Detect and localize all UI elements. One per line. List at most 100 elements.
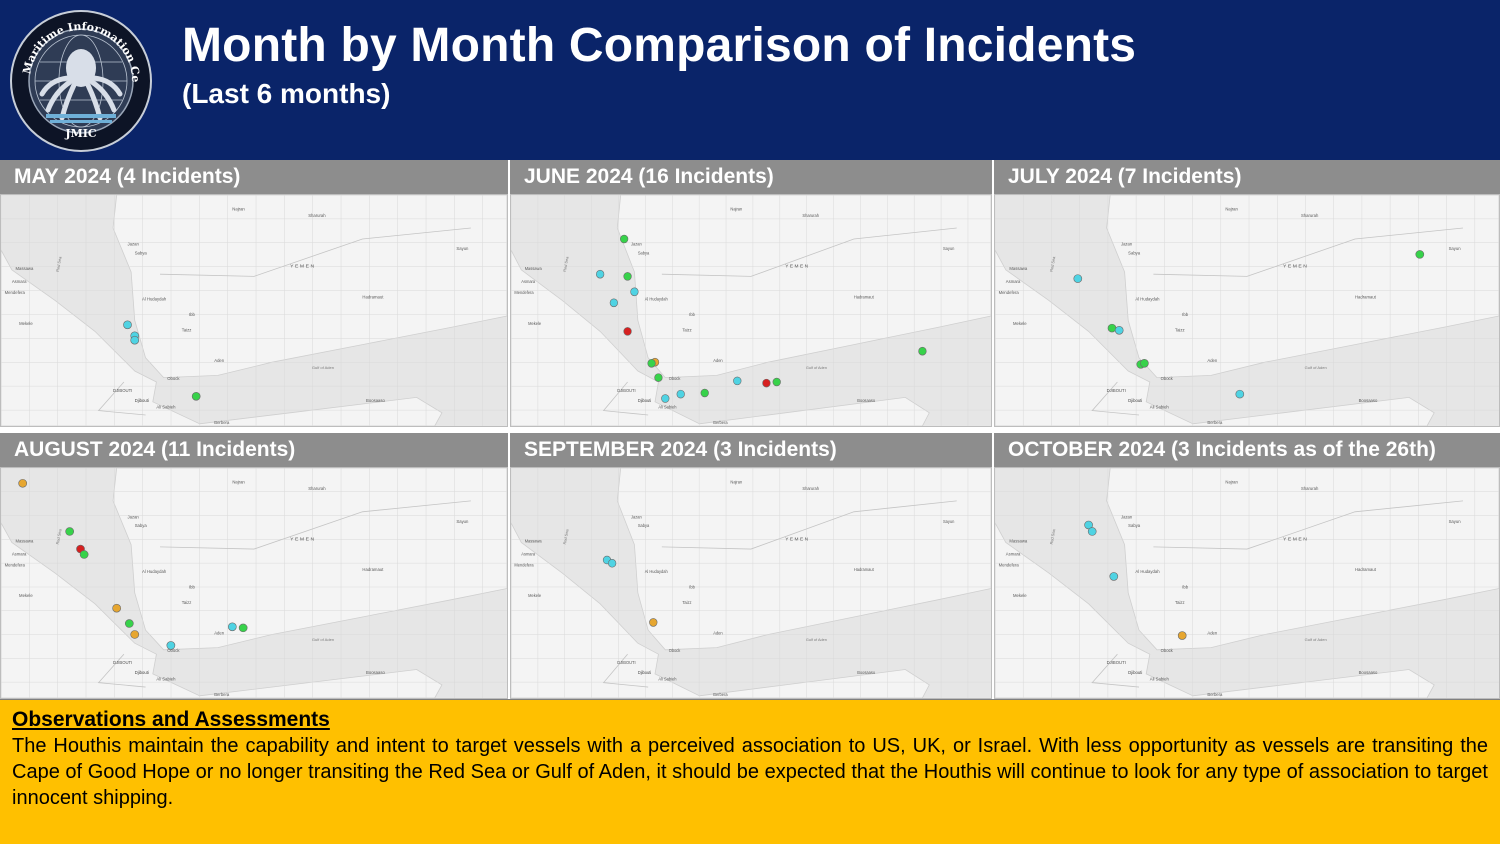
incident-marker-green[interactable]	[918, 346, 927, 356]
incident-marker-green[interactable]	[191, 392, 201, 401]
incident-marker-cyan[interactable]	[608, 559, 617, 568]
place-label: Obock	[167, 648, 180, 653]
incident-marker-green[interactable]	[1415, 250, 1425, 259]
page-title: Month by Month Comparison of Incidents	[182, 19, 1137, 72]
country-borders	[1091, 500, 1464, 688]
incident-marker-green[interactable]	[700, 388, 709, 398]
map-svg: Najran Sharurah Sayun Jazan Sabya Massawa Asma…	[1, 195, 507, 426]
observations-body: The Houthis maintain the capability and …	[12, 735, 1488, 809]
observations-title: Observations and Assessments	[12, 708, 330, 731]
country-label-yemen: YEMEN	[785, 264, 809, 270]
place-label: Sabya	[1128, 523, 1141, 528]
country-borders	[97, 500, 471, 688]
place-label: Jazan	[128, 242, 140, 247]
sea-label-gulf-of-aden: Gulf of Aden	[806, 365, 827, 370]
incident-marker-cyan[interactable]	[1087, 527, 1097, 536]
place-label: Sharurah	[308, 486, 326, 491]
place-label: Asmara	[12, 552, 27, 557]
incident-map-may: Najran Sharurah Sayun Jazan Sabya Massawa Asma…	[0, 194, 508, 427]
place-label: Mendefera	[999, 290, 1020, 295]
place-label: Al Hudaydah	[645, 297, 669, 302]
header-banner: Joint Maritime Information Center JMIC M…	[0, 0, 1500, 160]
city-label-djibouti: Djibouti	[135, 670, 149, 675]
panel-title: OCTOBER 2024 (3 Incidents as of the 26th…	[1008, 438, 1436, 461]
incident-marker-green[interactable]	[124, 619, 134, 628]
incident-marker-cyan[interactable]	[661, 394, 670, 403]
place-label: Jazan	[1121, 242, 1133, 247]
place-label: Ali Sabieh	[1150, 404, 1170, 409]
country-label-djibouti: DJIBOUTI	[617, 660, 635, 665]
place-label: Jazan	[128, 514, 140, 519]
incident-marker-cyan[interactable]	[227, 622, 237, 632]
place-label: Najran	[1225, 206, 1238, 211]
incident-marker-green[interactable]	[79, 550, 89, 559]
arabian-peninsula-land	[616, 195, 991, 379]
place-label: Mekele	[19, 321, 33, 326]
arabian-peninsula-land	[1106, 468, 1499, 651]
incident-marker-green[interactable]	[623, 272, 632, 281]
logo-abbr: JMIC	[64, 127, 97, 140]
place-labels: Najran Sharurah Sayun Jazan Sabya Massawa Asma…	[999, 206, 1462, 424]
sea-label-red-sea: Red Sea	[1049, 255, 1057, 272]
incident-marker-cyan[interactable]	[1084, 520, 1093, 530]
horn-of-africa-land	[995, 249, 1435, 426]
place-label: Sharurah	[802, 213, 819, 218]
incident-marker-red[interactable]	[762, 378, 771, 388]
incident-marker-green[interactable]	[620, 234, 629, 244]
place-label: Al Hudaydah	[645, 569, 668, 574]
incident-marker-cyan[interactable]	[1114, 326, 1124, 335]
horn-of-africa-land	[511, 249, 930, 426]
incident-marker-orange[interactable]	[112, 603, 122, 613]
incident-markers	[602, 555, 658, 627]
incident-marker-orange[interactable]	[130, 630, 140, 639]
city-label-djibouti: Djibouti	[638, 670, 651, 675]
panel-header: MAY 2024 (4 Incidents)	[0, 160, 508, 194]
place-label: Mendefera	[999, 563, 1020, 568]
incident-marker-cyan[interactable]	[609, 298, 618, 308]
incident-marker-green[interactable]	[647, 359, 656, 368]
place-label: Boosaaso	[857, 670, 876, 675]
incident-marker-cyan[interactable]	[166, 641, 176, 650]
incident-marker-green[interactable]	[654, 373, 663, 382]
incident-marker-cyan[interactable]	[130, 335, 140, 345]
incident-marker-cyan[interactable]	[1109, 572, 1119, 581]
place-label: Mekele	[19, 593, 33, 598]
panel-august: AUGUST 2024 (11 Incidents) Najran Sharura…	[0, 433, 508, 699]
country-label-yemen: YEMEN	[1283, 536, 1308, 542]
incident-marker-green[interactable]	[1140, 359, 1149, 368]
incident-marker-red[interactable]	[623, 327, 632, 336]
place-label: Sharurah	[1301, 213, 1319, 218]
incident-marker-green[interactable]	[238, 623, 248, 633]
map-grid	[511, 468, 991, 698]
incident-marker-cyan[interactable]	[596, 269, 605, 279]
incident-marker-orange[interactable]	[18, 479, 28, 488]
place-label: Taizz	[682, 327, 691, 332]
place-label: Sabya	[1128, 250, 1141, 255]
incident-markers	[1073, 250, 1425, 399]
incident-marker-orange[interactable]	[649, 618, 658, 627]
arabian-peninsula-land	[112, 195, 507, 379]
place-label: Hadramaut	[362, 567, 384, 572]
place-label: Boosaaso	[366, 398, 386, 403]
place-label: Al Hudaydah	[1135, 569, 1160, 574]
incident-marker-green[interactable]	[1107, 323, 1117, 333]
incident-marker-green[interactable]	[772, 377, 781, 387]
incident-marker-cyan[interactable]	[1235, 389, 1245, 399]
place-label: Boosaaso	[1359, 670, 1378, 675]
incident-marker-cyan[interactable]	[1073, 274, 1083, 283]
incident-marker-green[interactable]	[65, 527, 75, 536]
place-label: Al Hudaydah	[142, 569, 167, 574]
country-label-djibouti: DJIBOUTI	[113, 388, 132, 393]
country-borders	[1091, 227, 1464, 416]
country-label-yemen: YEMEN	[290, 536, 316, 542]
country-label-djibouti: DJIBOUTI	[1107, 660, 1126, 665]
country-label-djibouti: DJIBOUTI	[113, 660, 132, 665]
incident-marker-orange[interactable]	[1177, 631, 1187, 640]
incident-marker-cyan[interactable]	[676, 389, 685, 399]
incident-marker-cyan[interactable]	[733, 376, 742, 386]
incident-marker-cyan[interactable]	[630, 287, 639, 297]
map-grid	[995, 468, 1499, 698]
place-label: Ibb	[689, 584, 695, 589]
place-labels: Najran Sharurah Sayun Jazan Sabya Massawa Asma…	[999, 479, 1462, 696]
incident-marker-cyan[interactable]	[123, 320, 132, 330]
